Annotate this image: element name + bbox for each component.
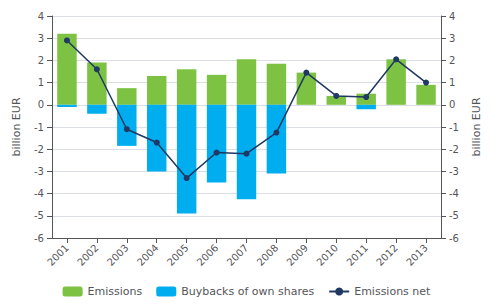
svg-text:-1: -1 xyxy=(449,122,459,133)
svg-text:Emissions net: Emissions net xyxy=(354,285,431,298)
svg-text:2003: 2003 xyxy=(105,242,131,268)
svg-text:-5: -5 xyxy=(449,210,459,221)
svg-text:-1: -1 xyxy=(34,122,44,133)
svg-text:2012: 2012 xyxy=(374,242,400,268)
svg-text:1: 1 xyxy=(38,77,44,88)
svg-text:1: 1 xyxy=(449,77,455,88)
svg-text:3: 3 xyxy=(449,33,455,44)
svg-text:2011: 2011 xyxy=(344,242,370,268)
svg-text:2001: 2001 xyxy=(45,242,71,268)
svg-text:-4: -4 xyxy=(34,188,44,199)
svg-text:2: 2 xyxy=(449,55,455,66)
svg-text:0: 0 xyxy=(449,99,455,110)
svg-text:-3: -3 xyxy=(34,166,44,177)
svg-text:-6: -6 xyxy=(449,233,459,244)
svg-text:2: 2 xyxy=(38,55,44,66)
svg-text:-2: -2 xyxy=(34,144,44,155)
svg-text:billion EUR: billion EUR xyxy=(10,97,23,156)
svg-text:2006: 2006 xyxy=(195,242,221,268)
svg-text:2008: 2008 xyxy=(255,242,281,268)
svg-text:4: 4 xyxy=(38,11,44,22)
svg-text:0: 0 xyxy=(38,99,44,110)
svg-text:2010: 2010 xyxy=(314,242,340,268)
svg-text:2007: 2007 xyxy=(225,242,251,268)
svg-text:Emissions: Emissions xyxy=(88,285,143,298)
svg-text:4: 4 xyxy=(449,11,455,22)
svg-text:-6: -6 xyxy=(34,233,44,244)
svg-text:billion EUR: billion EUR xyxy=(470,97,483,156)
svg-text:2013: 2013 xyxy=(404,242,430,268)
svg-text:-4: -4 xyxy=(449,188,459,199)
svg-text:Buybacks of own shares: Buybacks of own shares xyxy=(181,285,314,298)
svg-text:2004: 2004 xyxy=(135,242,161,268)
svg-text:2005: 2005 xyxy=(165,242,191,268)
svg-text:-3: -3 xyxy=(449,166,459,177)
svg-text:2002: 2002 xyxy=(75,242,101,268)
svg-text:3: 3 xyxy=(38,33,44,44)
svg-text:-5: -5 xyxy=(34,210,44,221)
svg-text:-2: -2 xyxy=(449,144,459,155)
svg-text:2009: 2009 xyxy=(284,242,310,268)
